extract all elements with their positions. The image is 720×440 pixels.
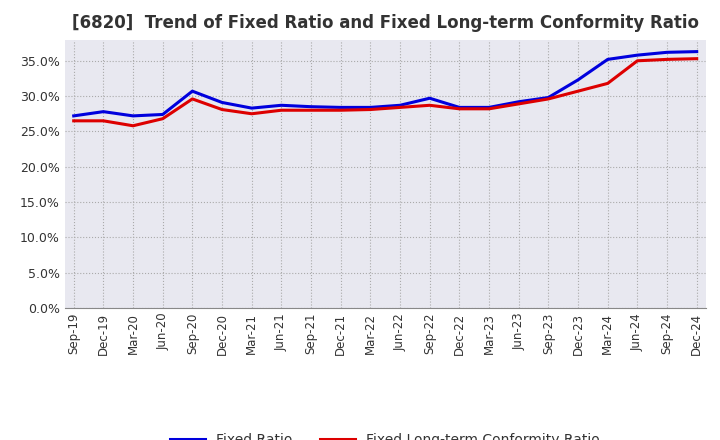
Fixed Long-term Conformity Ratio [574, 88, 582, 94]
Fixed Ratio [99, 109, 108, 114]
Fixed Long-term Conformity Ratio [693, 56, 701, 61]
Fixed Ratio [455, 105, 464, 110]
Fixed Long-term Conformity Ratio [188, 96, 197, 102]
Fixed Long-term Conformity Ratio [662, 57, 671, 62]
Fixed Ratio [188, 88, 197, 94]
Fixed Ratio [514, 99, 523, 104]
Fixed Long-term Conformity Ratio [248, 111, 256, 117]
Fixed Long-term Conformity Ratio [69, 118, 78, 124]
Fixed Long-term Conformity Ratio [455, 106, 464, 111]
Fixed Ratio [693, 49, 701, 54]
Fixed Long-term Conformity Ratio [485, 106, 493, 111]
Fixed Long-term Conformity Ratio [603, 81, 612, 86]
Fixed Ratio [396, 103, 405, 108]
Fixed Ratio [426, 95, 434, 101]
Fixed Long-term Conformity Ratio [158, 116, 167, 121]
Fixed Ratio [544, 95, 553, 100]
Fixed Ratio [277, 103, 286, 108]
Fixed Ratio [69, 113, 78, 118]
Fixed Long-term Conformity Ratio [99, 118, 108, 124]
Fixed Ratio [366, 105, 374, 110]
Fixed Ratio [158, 112, 167, 117]
Fixed Long-term Conformity Ratio [336, 108, 345, 113]
Legend: Fixed Ratio, Fixed Long-term Conformity Ratio: Fixed Ratio, Fixed Long-term Conformity … [165, 428, 606, 440]
Fixed Long-term Conformity Ratio [633, 58, 642, 63]
Line: Fixed Long-term Conformity Ratio: Fixed Long-term Conformity Ratio [73, 59, 697, 126]
Fixed Long-term Conformity Ratio [426, 103, 434, 108]
Fixed Long-term Conformity Ratio [277, 108, 286, 113]
Line: Fixed Ratio: Fixed Ratio [73, 51, 697, 116]
Fixed Long-term Conformity Ratio [307, 108, 315, 113]
Fixed Ratio [129, 113, 138, 118]
Fixed Ratio [662, 50, 671, 55]
Fixed Ratio [248, 106, 256, 111]
Fixed Ratio [603, 57, 612, 62]
Fixed Ratio [633, 52, 642, 58]
Fixed Long-term Conformity Ratio [396, 105, 405, 110]
Title: [6820]  Trend of Fixed Ratio and Fixed Long-term Conformity Ratio: [6820] Trend of Fixed Ratio and Fixed Lo… [72, 15, 698, 33]
Fixed Long-term Conformity Ratio [217, 107, 226, 112]
Fixed Ratio [307, 104, 315, 109]
Fixed Long-term Conformity Ratio [129, 123, 138, 128]
Fixed Long-term Conformity Ratio [514, 101, 523, 106]
Fixed Long-term Conformity Ratio [366, 107, 374, 112]
Fixed Long-term Conformity Ratio [544, 96, 553, 102]
Fixed Ratio [217, 100, 226, 105]
Fixed Ratio [485, 105, 493, 110]
Fixed Ratio [574, 77, 582, 82]
Fixed Ratio [336, 105, 345, 110]
